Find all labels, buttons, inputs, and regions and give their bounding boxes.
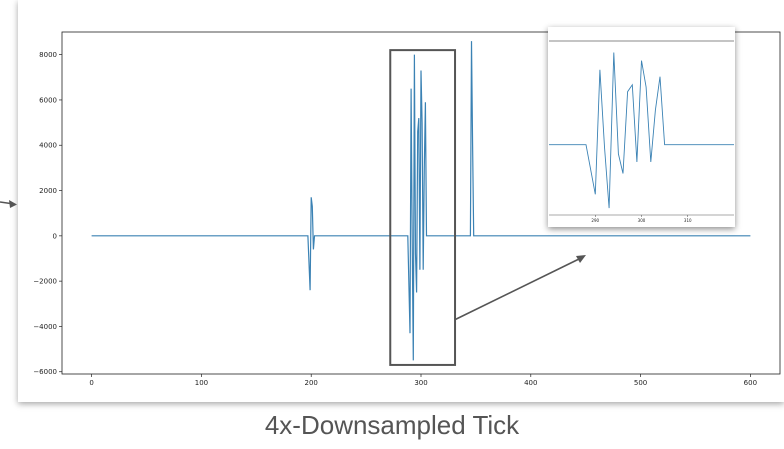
- y-tick-label: 4000: [39, 142, 57, 150]
- inset-x-tick-label: 290: [591, 218, 599, 223]
- x-tick-label: 100: [195, 379, 208, 387]
- zoom-highlight-box: [389, 49, 457, 366]
- y-tick-label: 0: [53, 232, 57, 240]
- x-tick-label: 400: [524, 379, 537, 387]
- inset-zoom-figure: 290 300 310: [548, 27, 735, 227]
- inset-signal-line: [549, 52, 734, 209]
- y-tick-label: 8000: [39, 51, 57, 59]
- left-arrow: [0, 200, 17, 208]
- x-tick-label: 200: [305, 379, 318, 387]
- x-tick-label: 300: [414, 379, 427, 387]
- y-tick-label: −2000: [33, 278, 57, 286]
- x-tick-label: 500: [634, 379, 647, 387]
- inset-x-tick-label: 310: [684, 218, 692, 223]
- inset-chart: 290 300 310: [549, 40, 734, 223]
- y-tick-label: 6000: [39, 96, 57, 104]
- x-tick-label: 600: [744, 379, 757, 387]
- y-tick-label: −4000: [33, 323, 57, 331]
- x-tick-label: 0: [89, 379, 93, 387]
- zoom-arrowhead: [576, 255, 586, 263]
- zoom-arrow: [454, 257, 581, 321]
- inset-x-tick-label: 300: [638, 218, 646, 223]
- main-chart: 0 100 200 300 400 500 600 −6000 −4000 −2000 0 2000 4…: [33, 31, 781, 387]
- y-tick-label: 2000: [39, 187, 57, 195]
- y-tick-label: −6000: [33, 368, 57, 376]
- figure-caption: 4x-Downsampled Tick: [264, 410, 520, 440]
- signal-series-line: [91, 41, 751, 361]
